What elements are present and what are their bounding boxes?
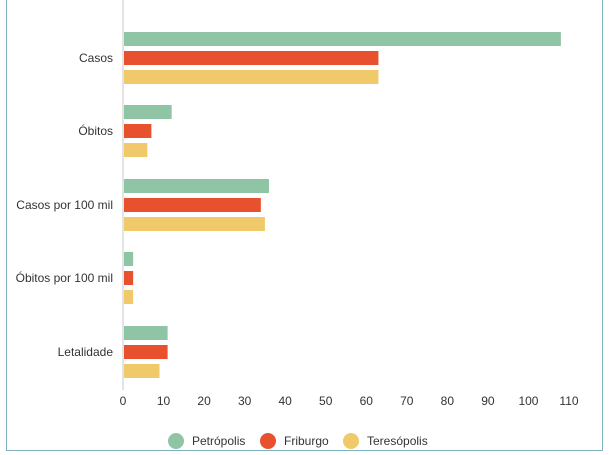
category-label: Óbitos por 100 mil [16,270,113,285]
bar-petr-polis-3 [124,252,134,266]
legend-swatch [168,433,184,449]
bar-petr-polis-0 [124,32,561,46]
legend-label: Petrópolis [192,434,245,448]
x-tick-label: 0 [120,394,127,408]
bar-teres-polis-1 [124,143,148,157]
bar-friburgo-1 [124,124,152,138]
category-label: Casos por 100 mil [16,198,113,212]
bar-petr-polis-4 [124,326,168,340]
x-tick-label: 80 [441,394,455,408]
x-tick-label: 50 [319,394,333,408]
x-tick-label: 10 [157,394,171,408]
x-tick-label: 90 [481,394,495,408]
x-tick-label: 100 [518,394,538,408]
x-tick-label: 40 [279,394,293,408]
category-label: Casos [79,51,113,65]
bar-teres-polis-2 [124,217,265,231]
bar-friburgo-0 [124,51,379,65]
bar-friburgo-3 [124,271,134,285]
bar-friburgo-4 [124,345,168,359]
legend-swatch [343,433,359,449]
bar-petr-polis-2 [124,179,269,193]
bar-petr-polis-1 [124,105,172,119]
bar-teres-polis-0 [124,70,379,84]
legend-label: Friburgo [284,434,329,448]
bar-teres-polis-4 [124,364,160,378]
x-tick-label: 60 [360,394,374,408]
bar-friburgo-2 [124,198,261,212]
category-label: Letalidade [58,345,114,359]
bar-teres-polis-3 [124,290,134,304]
x-tick-label: 30 [238,394,252,408]
x-tick-label: 20 [197,394,211,408]
legend-label: Teresópolis [367,434,428,448]
category-label: Óbitos [78,123,113,138]
x-tick-label: 70 [400,394,414,408]
legend-swatch [260,433,276,449]
x-tick-label: 110 [559,394,578,408]
